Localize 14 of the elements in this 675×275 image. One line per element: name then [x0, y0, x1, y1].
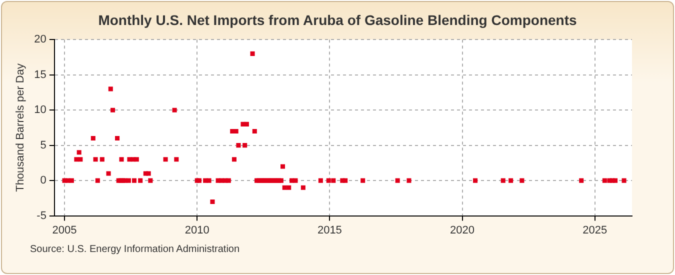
y-tick-label: 5 — [40, 139, 46, 152]
y-tick-label: 0 — [40, 174, 46, 187]
x-tick-label: 2025 — [582, 224, 608, 236]
x-tick-label: 2015 — [317, 224, 342, 236]
y-tick-label: 15 — [34, 68, 46, 81]
y-axis-title: Thousand Barrels per Day — [14, 63, 27, 192]
x-tick-label: 2010 — [184, 224, 210, 236]
y-tick-label: 10 — [34, 104, 46, 116]
source-note: Source: U.S. Energy Information Administration — [30, 244, 240, 255]
y-tick-label: -5 — [36, 210, 46, 222]
x-tick-label: 2020 — [450, 224, 475, 236]
y-tick-label: 20 — [34, 34, 46, 46]
x-tick-label: 2005 — [52, 224, 77, 236]
chart-title: Monthly U.S. Net Imports from Aruba of Gasoline Blending Components — [97, 12, 578, 28]
